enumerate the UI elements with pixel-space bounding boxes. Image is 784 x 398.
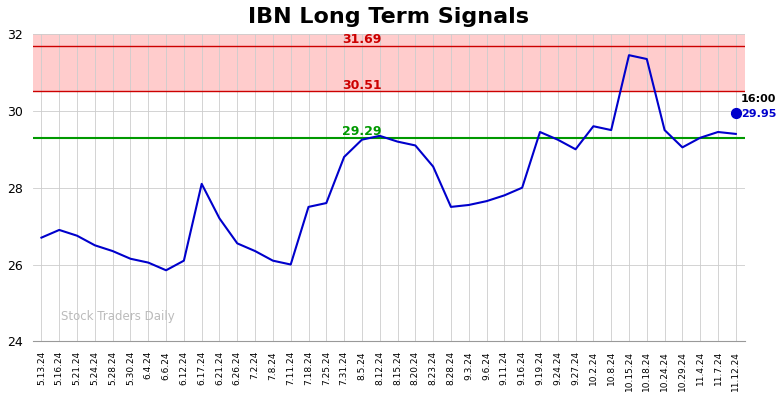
Point	[730, 109, 742, 116]
Text: Stock Traders Daily: Stock Traders Daily	[61, 310, 175, 323]
Text: 29.95: 29.95	[741, 109, 776, 119]
Text: 31.69: 31.69	[343, 33, 382, 46]
Bar	[33, 46, 745, 91]
Text: 16:00: 16:00	[741, 94, 776, 104]
Bar	[33, 34, 745, 46]
Text: 29.29: 29.29	[342, 125, 382, 139]
Title: IBN Long Term Signals: IBN Long Term Signals	[248, 7, 529, 27]
Text: 30.51: 30.51	[342, 78, 382, 92]
